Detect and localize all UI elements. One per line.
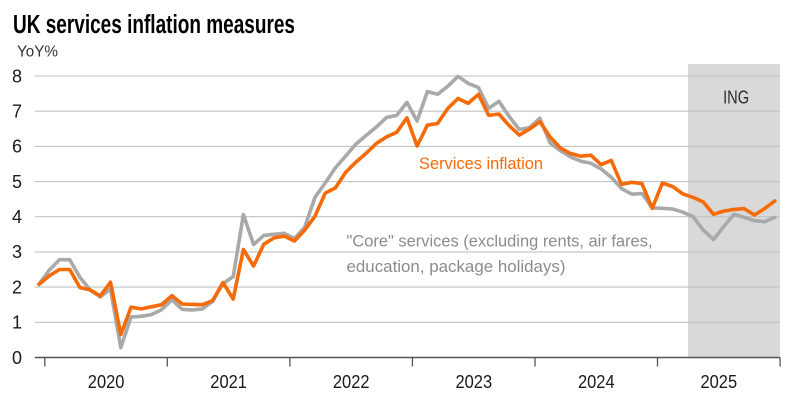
svg-text:2022: 2022	[333, 372, 370, 392]
svg-text:YoY%: YoY%	[17, 44, 58, 61]
svg-text:Services inflation: Services inflation	[419, 154, 543, 173]
svg-text:2025: 2025	[701, 372, 738, 392]
svg-text:1: 1	[12, 313, 22, 333]
svg-text:UK services inflation measures: UK services inflation measures	[13, 11, 295, 39]
svg-text:7: 7	[12, 102, 22, 122]
svg-text:2023: 2023	[456, 372, 493, 392]
svg-text:5: 5	[12, 172, 22, 192]
svg-text:3: 3	[12, 242, 22, 262]
svg-text:8: 8	[12, 66, 22, 86]
svg-text:2020: 2020	[88, 372, 125, 392]
svg-text:6: 6	[12, 137, 22, 157]
svg-text:education, package holidays): education, package holidays)	[347, 257, 566, 276]
svg-text:"Core" services (excluding ren: "Core" services (excluding rents, air fa…	[347, 232, 653, 251]
svg-text:2: 2	[12, 277, 22, 297]
svg-text:ING: ING	[723, 87, 749, 108]
svg-text:0: 0	[12, 348, 22, 368]
svg-text:2024: 2024	[578, 372, 615, 392]
svg-text:2021: 2021	[210, 372, 247, 392]
svg-text:4: 4	[12, 207, 22, 227]
